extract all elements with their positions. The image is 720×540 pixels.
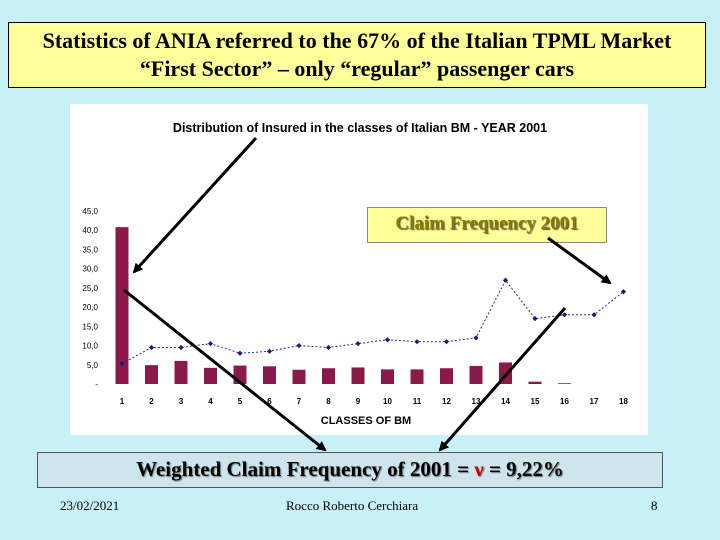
chart-panel: Distribution of Insured in the classes o… — [70, 104, 648, 435]
bar-class-8 — [322, 368, 335, 384]
bar-class-5 — [233, 365, 247, 384]
claim-frequency-point-18 — [620, 289, 627, 295]
x-tick-label: 10 — [383, 397, 392, 406]
bm-distribution-chart: Distribution of Insured in the classes o… — [82, 121, 628, 427]
claim-frequency-point-11 — [414, 339, 420, 345]
bar-class-6 — [263, 366, 276, 384]
x-tick-label: 2 — [149, 397, 154, 406]
claim-frequency-point-9 — [355, 341, 361, 347]
chart-title: Distribution of Insured in the classes o… — [173, 121, 547, 135]
claim-frequency-point-14 — [502, 277, 509, 283]
y-tick-label: 20,0 — [82, 303, 98, 312]
x-tick-label: 4 — [208, 397, 213, 406]
y-tick-label: 40,0 — [82, 226, 98, 235]
title-line-2: “First Sector” – only “regular” passenge… — [139, 56, 575, 81]
claim-frequency-point-8 — [325, 344, 332, 351]
weighted-claim-frequency-box: Weighted Claim Frequency of 2001 = ν = 9… — [37, 452, 663, 488]
x-tick-label: 14 — [501, 397, 510, 406]
x-tick-label: 5 — [238, 397, 243, 406]
bar-class-4 — [204, 367, 217, 384]
y-tick-label: 10,0 — [82, 342, 98, 351]
bar-class-14 — [499, 362, 512, 384]
bar-class-7 — [292, 369, 306, 384]
title-line-1: Statistics of ANIA referred to the 67% o… — [42, 28, 672, 53]
claim-frequency-point-16 — [561, 312, 568, 318]
claim-frequency-point-2 — [148, 344, 155, 351]
claim-frequency-point-3 — [178, 344, 184, 351]
footer-author: Rocco Roberto Cerchiara — [286, 498, 419, 513]
bar-class-3 — [174, 360, 188, 384]
y-tick-label: 15,0 — [82, 322, 98, 331]
bar-class-12 — [440, 368, 453, 384]
x-tick-label: 17 — [590, 397, 599, 406]
x-tick-label: 18 — [619, 397, 628, 406]
y-tick-label: 45,0 — [82, 207, 98, 216]
bar-class-1 — [115, 227, 129, 384]
x-tick-label: 1 — [120, 397, 125, 406]
x-tick-label: 9 — [356, 397, 361, 406]
bar-class-15 — [528, 381, 542, 384]
bar-class-11 — [410, 369, 424, 384]
claim-frequency-point-17 — [591, 312, 597, 318]
x-tick-label: 11 — [413, 397, 422, 406]
x-tick-label: 16 — [560, 397, 569, 406]
weighted-value: = 9,22% — [483, 457, 564, 481]
y-tick-label: 30,0 — [82, 265, 98, 274]
x-tick-label: 13 — [472, 397, 481, 406]
y-tick-label: 25,0 — [82, 284, 98, 293]
claim-frequency-label: Claim Frequency 2001 — [367, 207, 607, 243]
x-tick-label: 3 — [179, 397, 184, 406]
claim-frequency-point-10 — [384, 337, 391, 343]
x-axis-label: CLASSES OF BM — [321, 415, 411, 427]
slide-title: Statistics of ANIA referred to the 67% o… — [8, 22, 706, 88]
x-tick-label: 7 — [297, 397, 302, 406]
y-tick-label: 35,0 — [82, 245, 98, 254]
bar-class-9 — [351, 367, 365, 384]
y-tick-label: - — [95, 380, 98, 389]
weighted-prefix: Weighted Claim Frequency of 2001 = — [136, 457, 475, 481]
claim-frequency-point-6 — [266, 348, 273, 354]
claim-frequency-point-5 — [237, 350, 243, 356]
claim-frequency-line — [121, 279, 624, 365]
bar-class-13 — [469, 365, 483, 384]
bar-class-10 — [381, 369, 394, 384]
nu-symbol: ν — [474, 457, 484, 481]
y-tick-label: 5,0 — [87, 361, 99, 370]
footer-page-number: 8 — [651, 498, 658, 513]
claim-frequency-point-13 — [473, 335, 479, 341]
x-tick-label: 15 — [531, 397, 540, 406]
claim-frequency-point-4 — [207, 341, 214, 347]
bar-class-2 — [145, 365, 158, 384]
claim-frequency-point-7 — [296, 342, 302, 349]
claim-frequency-point-12 — [443, 339, 450, 345]
bar-class-16 — [558, 383, 571, 384]
x-tick-label: 6 — [267, 397, 272, 406]
footer-date: 23/02/2021 — [60, 498, 120, 513]
x-tick-label: 12 — [442, 397, 451, 406]
x-tick-label: 8 — [326, 397, 331, 406]
